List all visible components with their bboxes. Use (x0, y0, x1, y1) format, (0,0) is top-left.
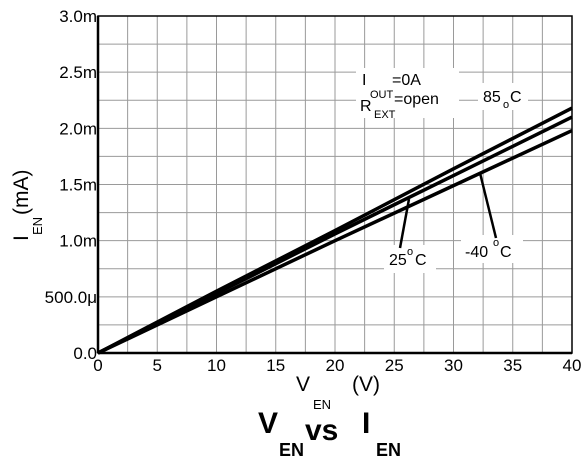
label-25-degree: o (407, 246, 413, 258)
label-m40-degree: o (493, 237, 499, 249)
title-i: I (362, 407, 370, 440)
y-tick-label: 2.0m (59, 119, 97, 138)
x-tick-label: 30 (444, 356, 463, 375)
label-m40-number: -40 (465, 244, 488, 261)
y-tick-label: 500.0μ (45, 288, 97, 307)
label-85-unit: C (510, 89, 522, 106)
series-line-2 (97, 128, 573, 355)
x-tick-label: 15 (266, 356, 285, 375)
label-85-box (478, 83, 528, 110)
condition-iout-value: =0A (392, 72, 421, 89)
x-tick-label: 40 (563, 356, 582, 375)
series-line-1 (97, 115, 573, 355)
x-tick-label: 5 (153, 356, 162, 375)
x-axis-label-main: V (296, 373, 310, 396)
title-vs: vs (305, 414, 338, 447)
title-v-sub: EN (279, 440, 304, 460)
leader-m40 (478, 172, 498, 239)
title-i-sub: EN (376, 440, 401, 460)
y-tick-label: 3.0m (59, 7, 97, 26)
y-axis-label-sub: EN (30, 217, 45, 235)
label-25-unit: C (415, 252, 427, 269)
x-tick-label: 10 (207, 356, 226, 375)
condition-iout-sub: OUT (370, 89, 394, 101)
y-axis-label-main: I (10, 235, 33, 241)
condition-rext-label: R (360, 98, 372, 115)
label-25-box (384, 245, 436, 273)
series-group (97, 106, 573, 355)
condition-iout-label: I (362, 72, 366, 89)
x-tick-label: 25 (385, 356, 404, 375)
title-v: V (258, 407, 278, 440)
x-axis-label-unit: (V) (352, 373, 380, 396)
label-85-number: 85 (483, 89, 501, 106)
y-tick-label: 1.0m (59, 232, 97, 251)
condition-box (356, 68, 459, 118)
x-tick-label: 0 (93, 356, 102, 375)
x-tick-label: 20 (326, 356, 345, 375)
label-85-degree: o (503, 99, 509, 111)
y-axis-label: I EN (mA) (10, 170, 45, 242)
y-tick-label: 2.5m (59, 63, 97, 82)
condition-rext-value: =open (394, 91, 439, 108)
condition-rext-sub: EXT (374, 109, 396, 121)
tick-labels: 0 5 10 15 20 25 30 35 40 0.0 500.0μ 1.0m 1.5m 2.0m 2.5… (45, 7, 582, 375)
x-tick-label: 35 (503, 356, 522, 375)
y-tick-label: 1.5m (59, 176, 97, 195)
label-m40-unit: C (500, 244, 512, 261)
leader-25 (398, 198, 411, 249)
label-25-number: 25 (389, 252, 407, 269)
label-m40-box (461, 235, 523, 263)
x-axis-label-sub: EN (313, 397, 331, 412)
plot-frame (96, 15, 573, 355)
y-axis-label-unit: (mA) (10, 170, 33, 216)
y-tick-label: 0.0 (73, 344, 97, 363)
